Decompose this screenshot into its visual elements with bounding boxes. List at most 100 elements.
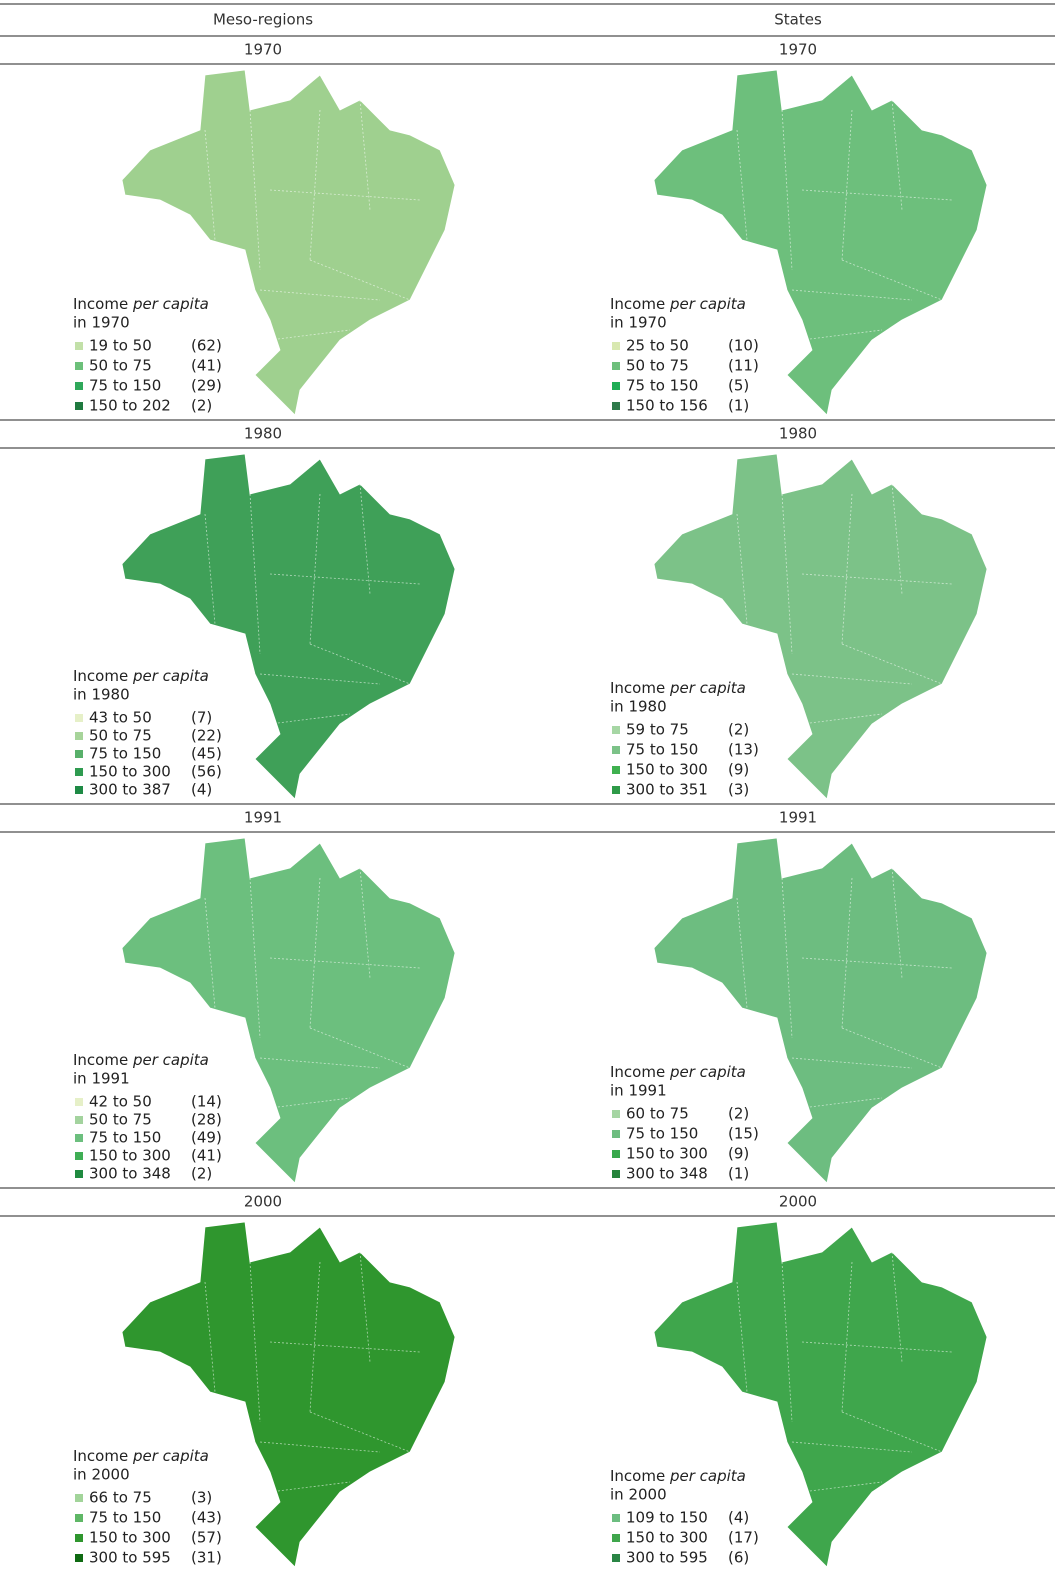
legend-swatch <box>75 382 83 390</box>
legend-swatch <box>612 382 620 390</box>
legend-swatch <box>612 1150 620 1158</box>
legend-swatch <box>75 1134 83 1142</box>
legend-title-prefix: Income <box>610 295 665 313</box>
legend-count: (13) <box>728 741 759 759</box>
map-area <box>122 454 455 799</box>
year-label: 1991 <box>779 809 817 827</box>
legend-range: 75 to 150 <box>626 377 698 395</box>
legend-title-emphasis: per capita <box>669 1467 746 1485</box>
legend-count: (41) <box>191 357 222 375</box>
legend-swatch <box>612 1514 620 1522</box>
legend-title-emphasis: per capita <box>669 1063 746 1081</box>
legend-range: 50 to 75 <box>89 727 152 745</box>
legend-count: (28) <box>191 1111 222 1129</box>
legend-title-year: in 2000 <box>610 1486 667 1504</box>
legend-count: (31) <box>191 1549 222 1567</box>
legend-swatch <box>75 1152 83 1160</box>
map <box>122 1222 455 1567</box>
map-area <box>654 70 987 415</box>
legend-swatch <box>75 1494 83 1502</box>
column-header: States <box>774 11 822 29</box>
map <box>654 70 987 415</box>
legend-count: (22) <box>191 727 222 745</box>
legend-count: (2) <box>728 721 749 739</box>
legend-range: 300 to 387 <box>89 781 171 799</box>
legend-count: (9) <box>728 1145 749 1163</box>
year-label: 2000 <box>244 1193 282 1211</box>
legend-count: (5) <box>728 377 749 395</box>
legend-title: Income per capita <box>610 295 746 313</box>
map-area <box>122 1222 455 1567</box>
year-label: 1970 <box>779 41 817 59</box>
year-label: 1991 <box>244 809 282 827</box>
legend-count: (56) <box>191 763 222 781</box>
legend-swatch <box>75 1534 83 1542</box>
legend-title-emphasis: per capita <box>132 667 209 685</box>
legend-range: 300 to 595 <box>89 1549 171 1567</box>
legend-range: 75 to 150 <box>626 741 698 759</box>
legend-swatch <box>612 1170 620 1178</box>
map <box>122 70 455 415</box>
legend-title: Income per capita <box>610 1467 746 1485</box>
legend-range: 59 to 75 <box>626 721 689 739</box>
legend-title-year: in 1991 <box>610 1082 667 1100</box>
legend-range: 150 to 300 <box>626 1529 708 1547</box>
legend-swatch <box>75 1170 83 1178</box>
legend-title-emphasis: per capita <box>132 1447 209 1465</box>
legend-range: 150 to 202 <box>89 397 171 415</box>
year-label: 1980 <box>244 425 282 443</box>
map <box>654 454 987 799</box>
legend-range: 42 to 50 <box>89 1093 152 1111</box>
legend-range: 75 to 150 <box>626 1125 698 1143</box>
legend-swatch <box>75 786 83 794</box>
legend-title: Income per capita <box>610 1063 746 1081</box>
legend-count: (57) <box>191 1529 222 1547</box>
legend-range: 300 to 595 <box>626 1549 708 1567</box>
legend-title-year: in 1980 <box>73 686 130 704</box>
legend-swatch <box>75 402 83 410</box>
legend-range: 150 to 300 <box>89 763 171 781</box>
year-label: 1980 <box>779 425 817 443</box>
legend-range: 60 to 75 <box>626 1105 689 1123</box>
legend-swatch <box>75 714 83 722</box>
legend-swatch <box>75 732 83 740</box>
legend-range: 75 to 150 <box>89 1129 161 1147</box>
legend-count: (3) <box>728 781 749 799</box>
legend-count: (29) <box>191 377 222 395</box>
legend-title: Income per capita <box>610 679 746 697</box>
legend-count: (41) <box>191 1147 222 1165</box>
legend-swatch <box>75 768 83 776</box>
legend-count: (45) <box>191 745 222 763</box>
legend-title-prefix: Income <box>73 667 128 685</box>
map-area <box>122 70 455 415</box>
legend-title-emphasis: per capita <box>669 295 746 313</box>
legend-count: (3) <box>191 1489 212 1507</box>
legend-title: Income per capita <box>73 1051 209 1069</box>
legend-count: (17) <box>728 1529 759 1547</box>
legend-range: 75 to 150 <box>89 1509 161 1527</box>
legend-range: 150 to 156 <box>626 397 708 415</box>
legend-swatch <box>75 342 83 350</box>
legend-count: (2) <box>191 1165 212 1183</box>
legend-title-year: in 1980 <box>610 698 667 716</box>
legend-swatch <box>612 342 620 350</box>
legend-range: 19 to 50 <box>89 337 152 355</box>
legend-range: 109 to 150 <box>626 1509 708 1527</box>
legend-count: (4) <box>191 781 212 799</box>
legend-count: (7) <box>191 709 212 727</box>
legend-range: 75 to 150 <box>89 745 161 763</box>
year-label: 1970 <box>244 41 282 59</box>
legend-range: 50 to 75 <box>626 357 689 375</box>
legend-count: (2) <box>728 1105 749 1123</box>
legend-count: (2) <box>191 397 212 415</box>
legend-swatch <box>75 750 83 758</box>
legend-count: (9) <box>728 761 749 779</box>
legend-range: 150 to 300 <box>89 1529 171 1547</box>
legend-swatch <box>612 362 620 370</box>
legend-title-year: in 2000 <box>73 1466 130 1484</box>
legend-title-year: in 1970 <box>73 314 130 332</box>
legend-title-prefix: Income <box>610 1063 665 1081</box>
legend-range: 75 to 150 <box>89 377 161 395</box>
map <box>122 838 455 1183</box>
legend-swatch <box>75 362 83 370</box>
